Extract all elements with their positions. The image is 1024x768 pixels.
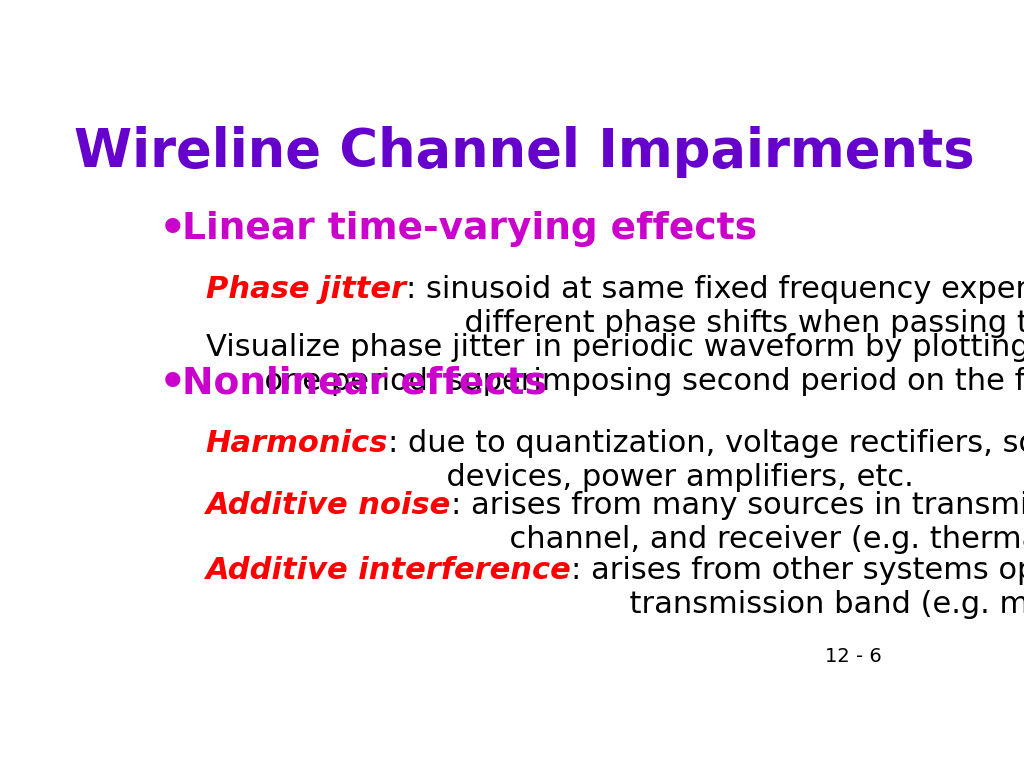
Text: : sinusoid at same fixed frequency experiences
      different phase shifts when: : sinusoid at same fixed frequency exper… [406,276,1024,338]
Text: Nonlinear effects: Nonlinear effects [182,366,547,401]
Text: •: • [159,208,186,250]
Text: Wireline Channel Impairments: Wireline Channel Impairments [75,126,975,178]
Text: : due to quantization, voltage rectifiers, squaring
      devices, power amplifi: : due to quantization, voltage rectifier… [388,429,1024,492]
Text: Harmonics: Harmonics [206,429,388,458]
Text: : arises from many sources in transmitter,
      channel, and receiver (e.g. the: : arises from many sources in transmitte… [451,491,1024,554]
Text: Linear time-varying effects: Linear time-varying effects [182,211,758,247]
Text: : arises from other systems operating in
      transmission band (e.g. microwave: : arises from other systems operating in… [571,557,1024,619]
Text: Additive noise: Additive noise [206,491,451,520]
Text: Visualize phase jitter in periodic waveform by plotting it over
      one period: Visualize phase jitter in periodic wavef… [206,333,1024,396]
Text: Additive interference: Additive interference [206,557,571,585]
Text: 12 - 6: 12 - 6 [825,647,882,666]
Text: •: • [159,362,186,404]
Text: Phase jitter: Phase jitter [206,276,406,304]
